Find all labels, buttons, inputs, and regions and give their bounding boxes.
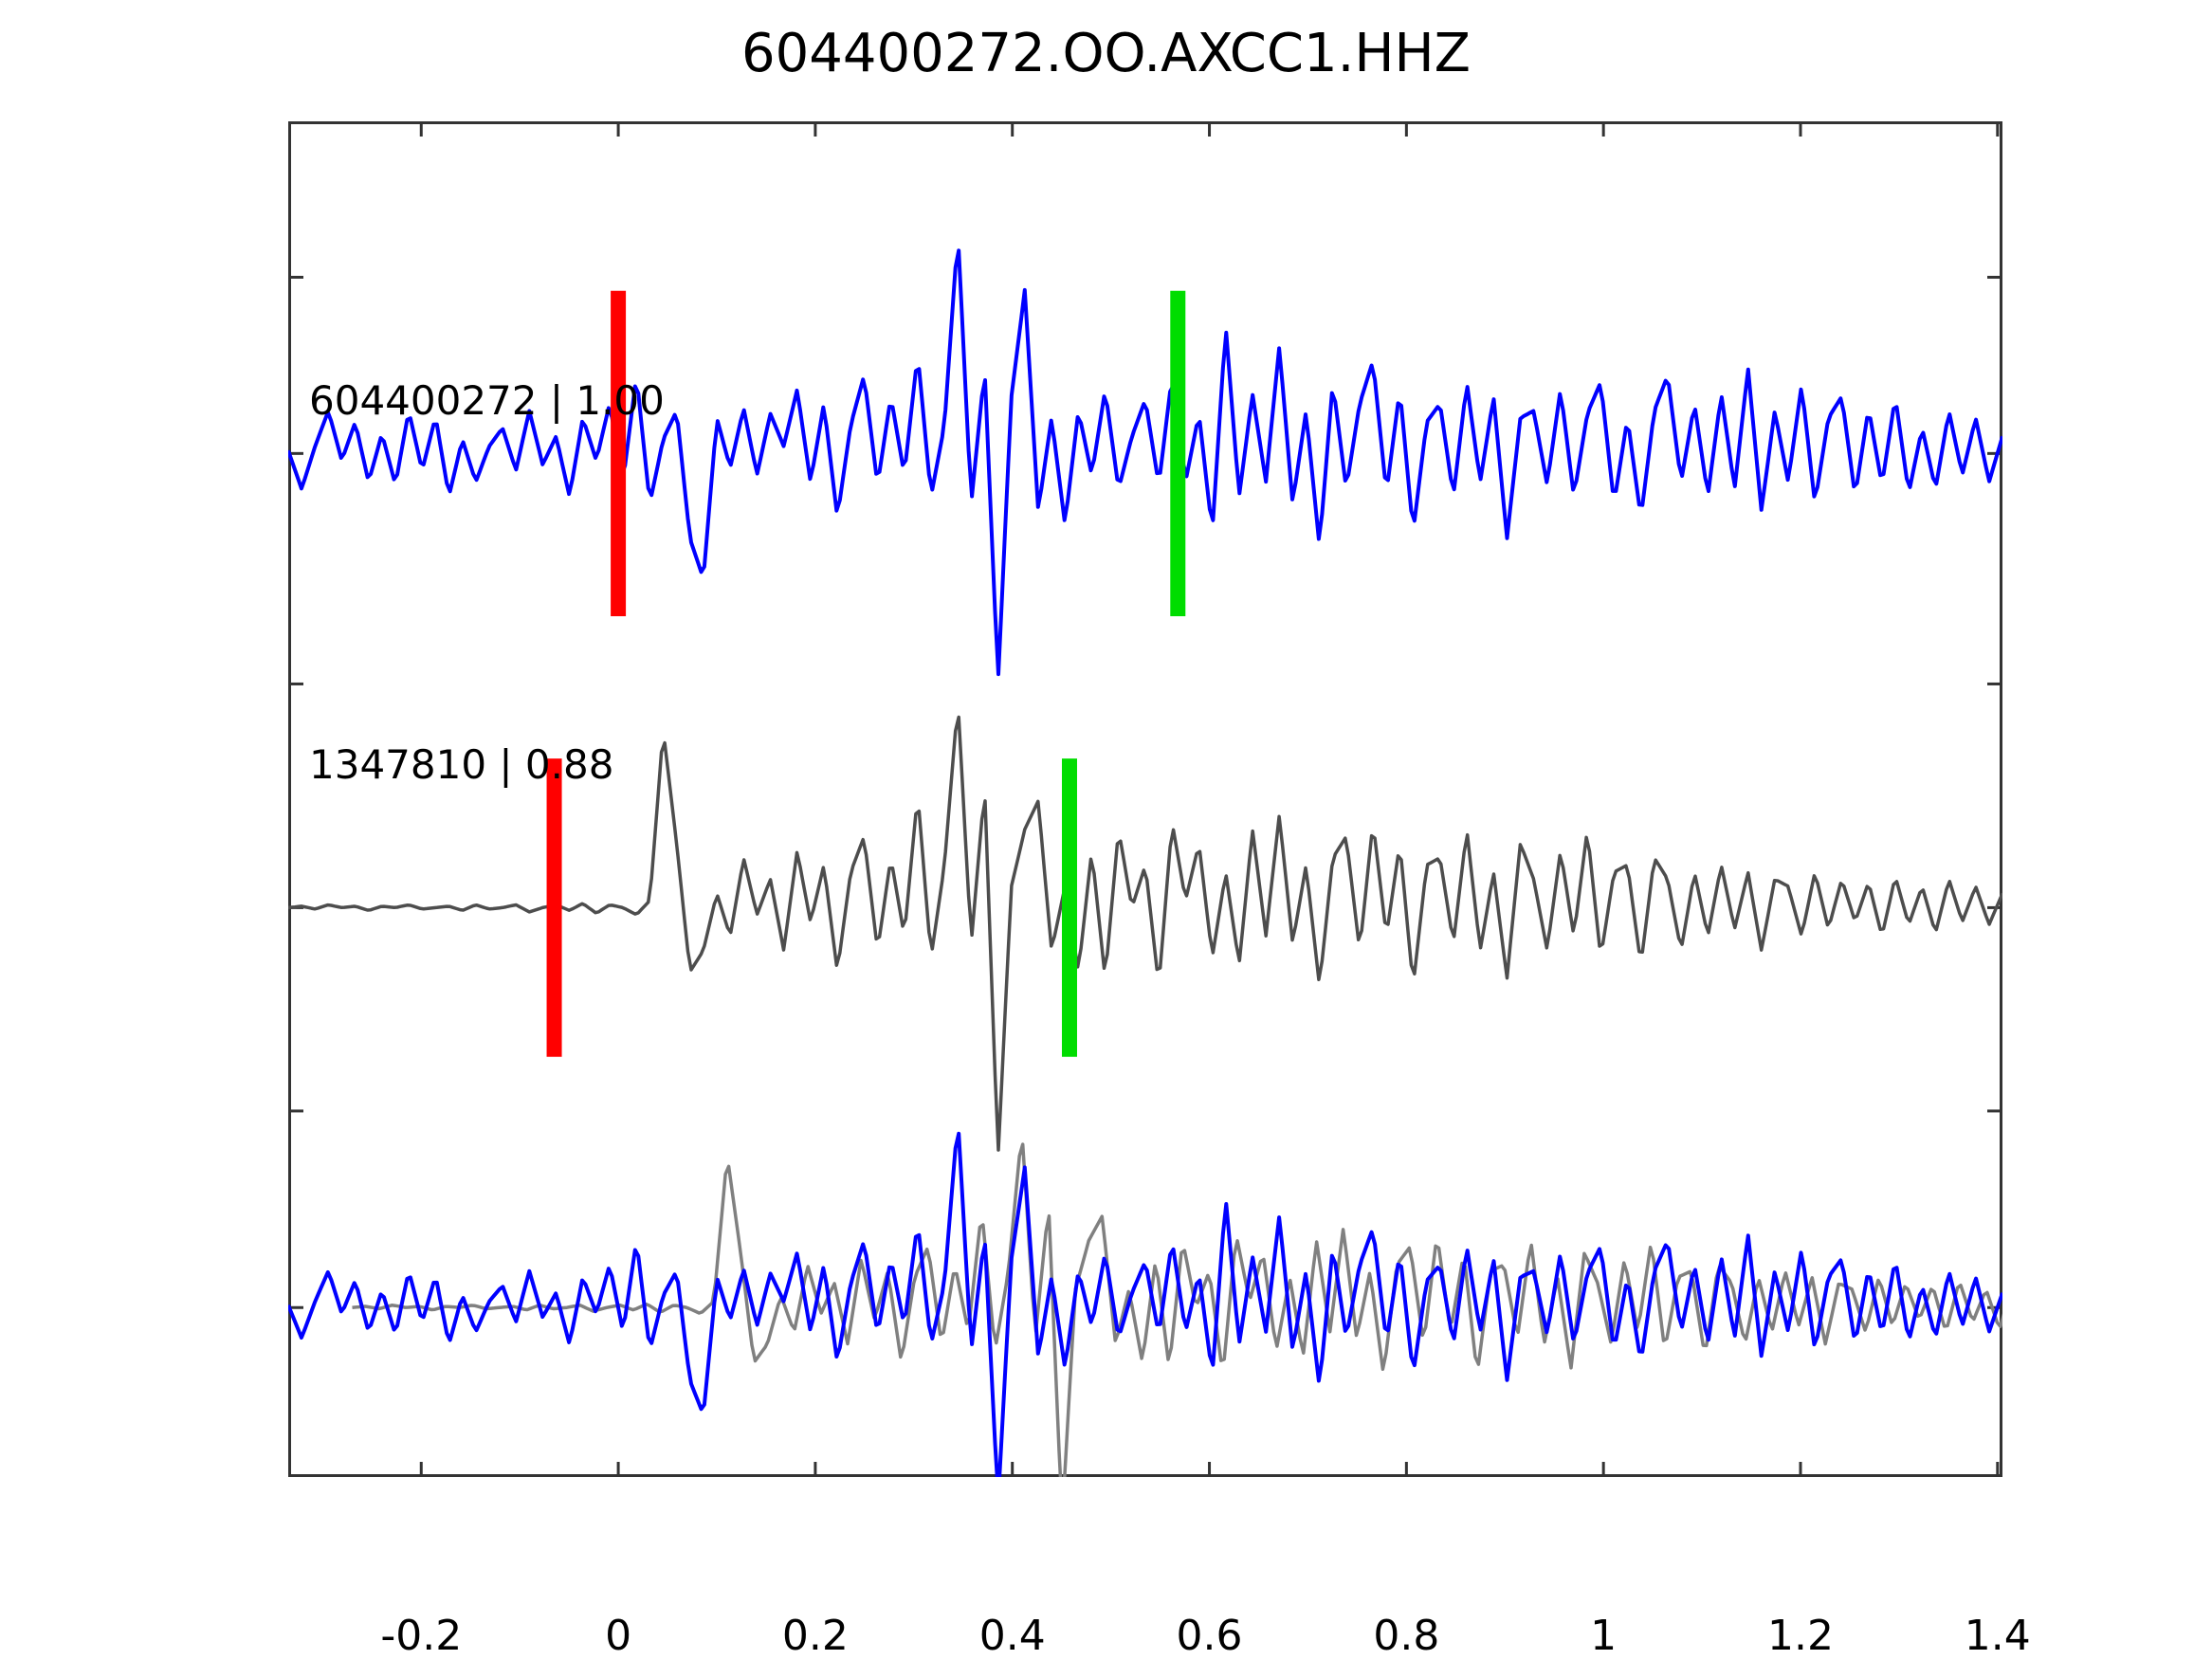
trace-label-detection: 1347810 | 0.88 [309, 741, 614, 788]
plot-area: 604400272 | 1.00 1347810 | 0.88 -0.2 0 0.2… [288, 121, 2031, 1660]
x-tick-label: 0 [605, 1612, 632, 1660]
page-title: 604400272.OO.AXCC1.HHZ [741, 23, 1471, 84]
detection-waveform [288, 715, 2002, 1152]
x-tick-label: 1.2 [1766, 1612, 1834, 1660]
x-tick-label: 0.8 [1373, 1612, 1440, 1660]
axis-ticks [288, 121, 2002, 1477]
x-tick-label: 1.4 [1964, 1612, 2031, 1660]
x-tick-label: 0.6 [1176, 1612, 1243, 1660]
template-waveform [288, 248, 2002, 677]
x-tick-label: 1 [1590, 1612, 1618, 1660]
waveform-traces [288, 248, 2002, 1477]
waveform-plot [288, 121, 2002, 1477]
x-tick-label: 0.4 [978, 1612, 1046, 1660]
overlay-template-waveform [288, 1131, 2002, 1477]
trace-label-template: 604400272 | 1.00 [309, 377, 665, 424]
axes-frame [288, 121, 2002, 1477]
x-tick-label: 0.2 [781, 1612, 849, 1660]
x-tick-label: -0.2 [380, 1612, 463, 1660]
pick-markers [546, 290, 1186, 1057]
